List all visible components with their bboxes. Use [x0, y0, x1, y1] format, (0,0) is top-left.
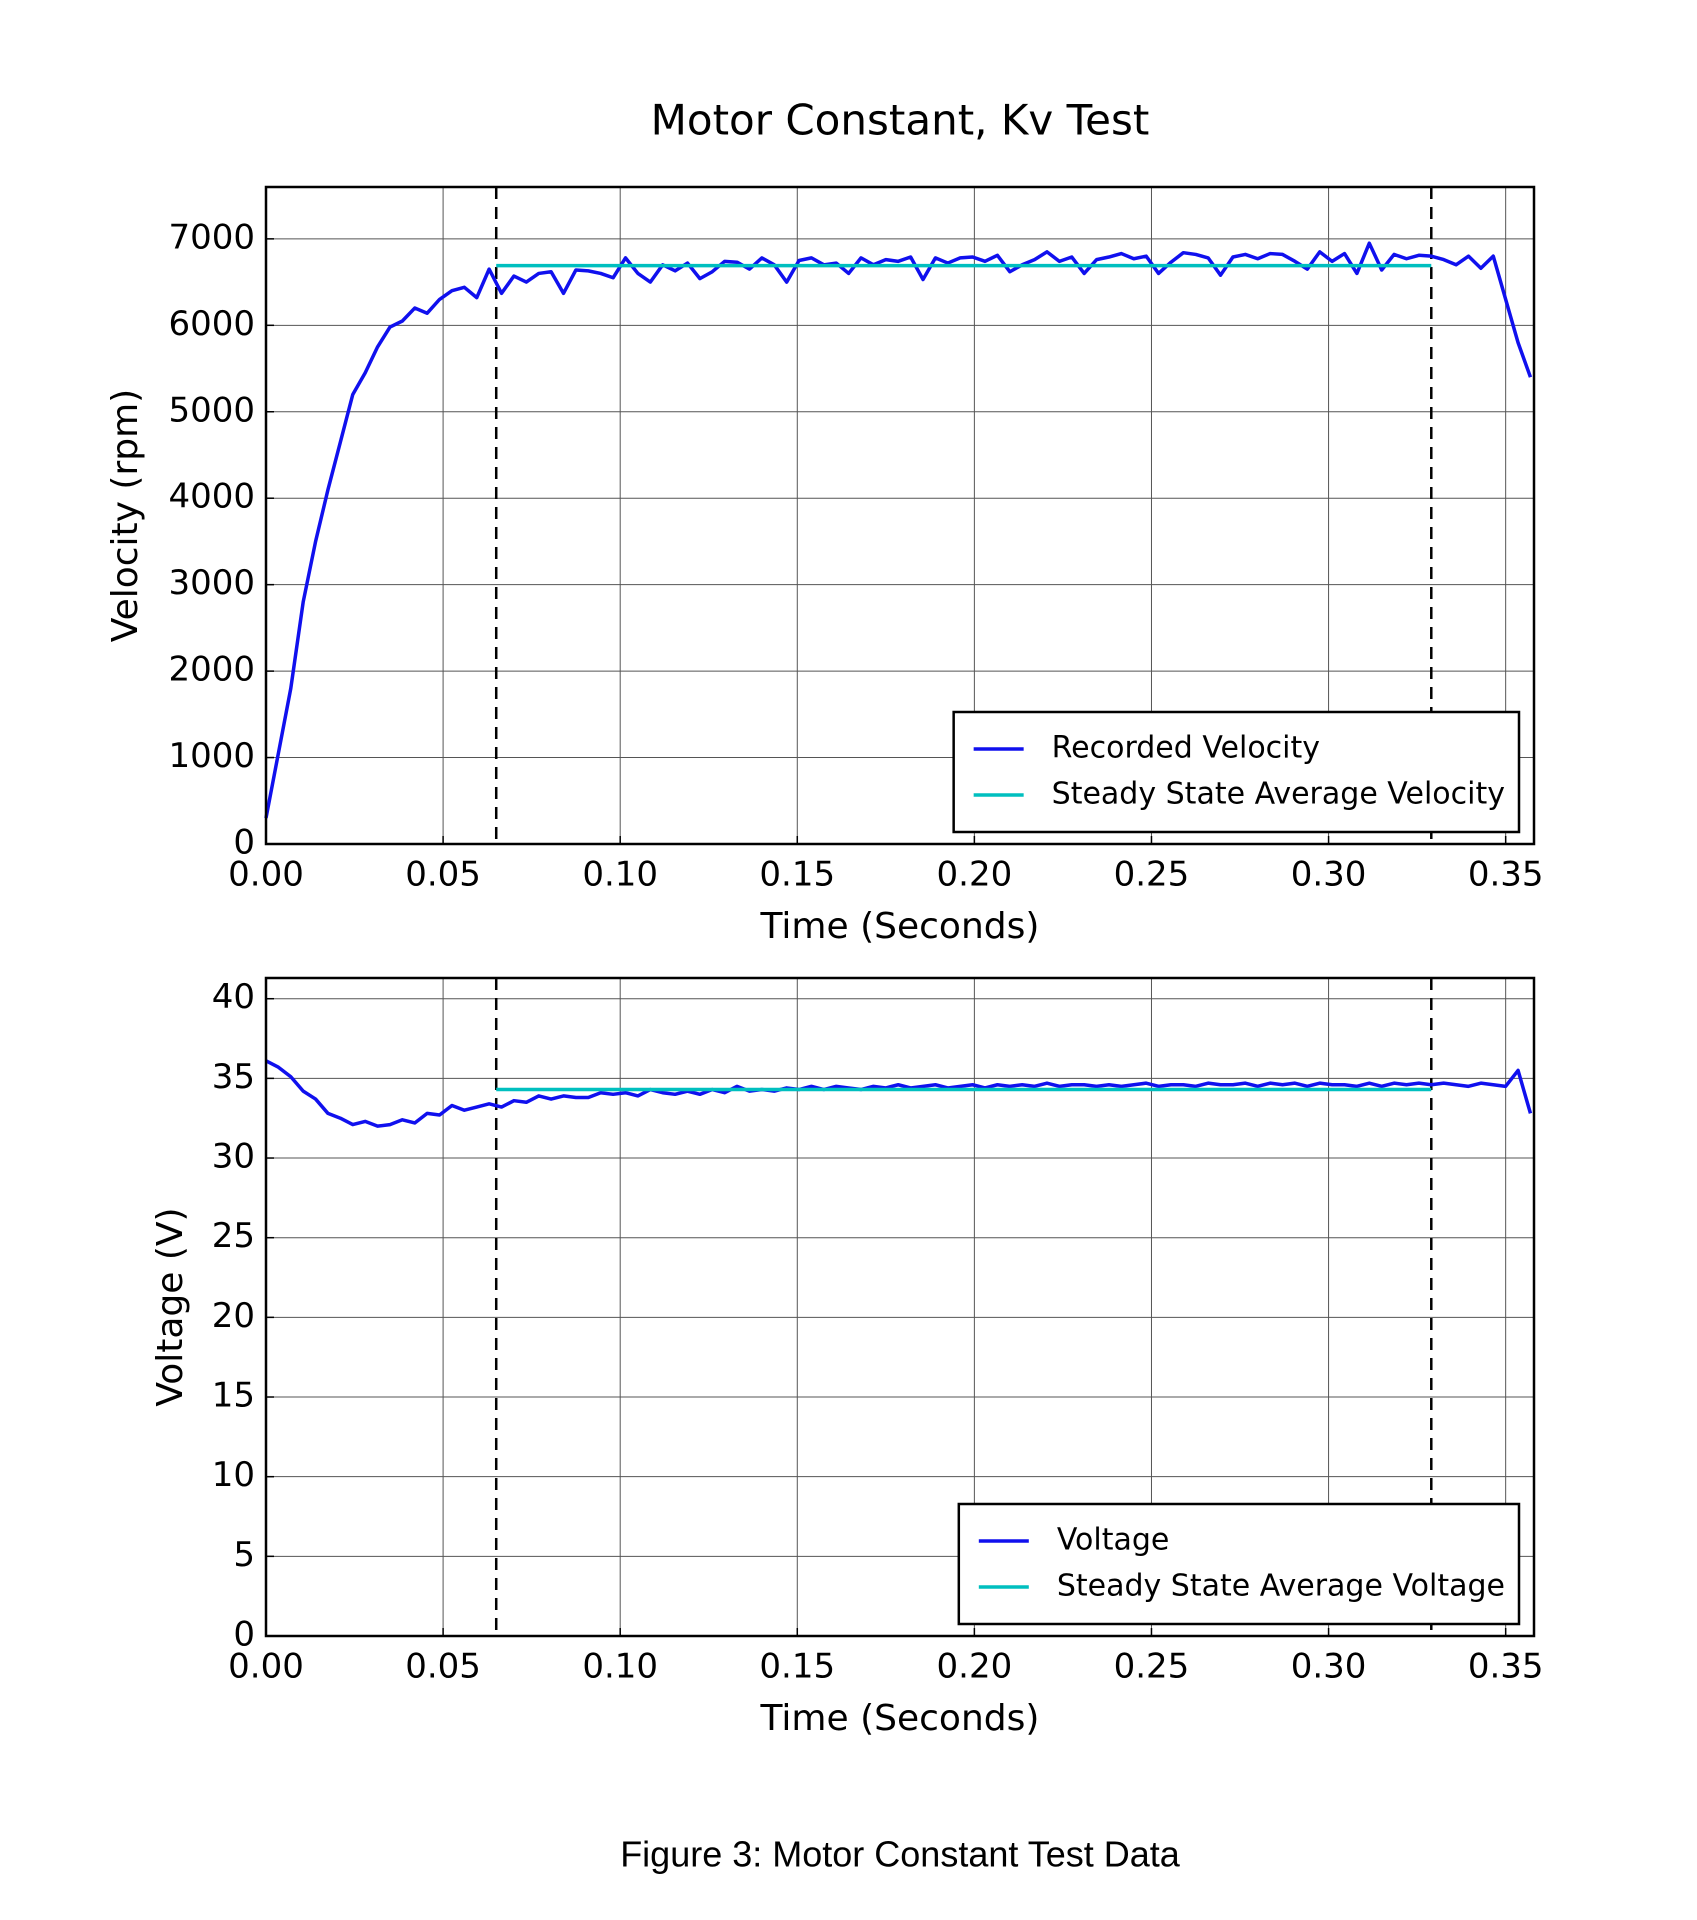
x-tick-label: 0.00 — [228, 855, 304, 895]
legend-box — [957, 1502, 1521, 1626]
y-tick-label: 5 — [233, 1535, 255, 1575]
x-tick-label: 0.20 — [937, 855, 1013, 895]
y-tick-label: 35 — [212, 1057, 255, 1097]
y-tick-label: 4000 — [168, 477, 255, 517]
x-tick-label: 0.10 — [582, 855, 658, 895]
data-line — [265, 1059, 1533, 1128]
plot-panel: 0.00 0.05 0.10 0.15 0.20 0.25 0.30 0.35 0 1000 200… — [105, 185, 1544, 947]
x-tick-label: 0.15 — [759, 1647, 835, 1687]
y-tick-label: 30 — [212, 1137, 255, 1177]
x-tick-label: 0.35 — [1468, 855, 1544, 895]
x-tick-label: 0.10 — [582, 1647, 658, 1687]
data-line — [264, 241, 1533, 819]
plot-frame — [264, 976, 1536, 1638]
x-tick-label: 0.05 — [405, 855, 481, 895]
x-tick-label: 0.20 — [937, 1647, 1013, 1687]
x-tick-label: 0.00 — [228, 1647, 304, 1687]
y-axis-label: Velocity (rpm) — [105, 389, 146, 642]
legend-label: Steady State Average Velocity — [1052, 777, 1505, 812]
y-tick-label: 1000 — [168, 736, 255, 776]
legend: Voltage Steady State Average Voltage — [957, 1502, 1521, 1626]
legend: Recorded Velocity Steady State Average Ve… — [952, 710, 1521, 834]
plot-panel: 0.00 0.05 0.10 0.15 0.20 0.25 0.30 0.35 0 5 10 15 20… — [150, 976, 1544, 1739]
x-tick-label: 0.15 — [759, 855, 835, 895]
x-axis-label: Time (Seconds) — [760, 1698, 1040, 1739]
x-tick-label: 0.05 — [405, 1647, 481, 1687]
legend-label: Voltage — [1057, 1523, 1170, 1558]
y-axis-label: Voltage (V) — [150, 1207, 191, 1406]
y-tick-label: 3000 — [168, 563, 255, 603]
legend-box — [952, 710, 1521, 834]
y-tick-label: 20 — [212, 1296, 255, 1336]
y-tick-label: 10 — [212, 1455, 255, 1495]
x-tick-label: 0.30 — [1291, 855, 1367, 895]
y-tick-label: 40 — [212, 977, 255, 1017]
x-tick-label: 0.35 — [1468, 1647, 1544, 1687]
y-tick-label: 0 — [233, 823, 255, 863]
x-axis-label: Time (Seconds) — [760, 906, 1040, 947]
legend-label: Recorded Velocity — [1052, 731, 1320, 766]
y-tick-label: 15 — [212, 1376, 255, 1416]
legend-label: Steady State Average Voltage — [1057, 1569, 1505, 1604]
y-tick-label: 6000 — [168, 304, 255, 344]
x-tick-label: 0.30 — [1291, 1647, 1367, 1687]
y-tick-label: 25 — [212, 1216, 255, 1256]
y-tick-label: 2000 — [168, 650, 255, 690]
x-tick-label: 0.25 — [1114, 1647, 1190, 1687]
x-tick-label: 0.25 — [1114, 855, 1190, 895]
y-tick-label: 7000 — [168, 217, 255, 257]
figure-title: Motor Constant, Kv Test — [651, 96, 1150, 145]
y-tick-label: 0 — [233, 1615, 255, 1655]
plot-frame — [264, 185, 1536, 846]
figure-caption: Figure 3: Motor Constant Test Data — [620, 1834, 1181, 1875]
y-tick-label: 5000 — [168, 390, 255, 430]
